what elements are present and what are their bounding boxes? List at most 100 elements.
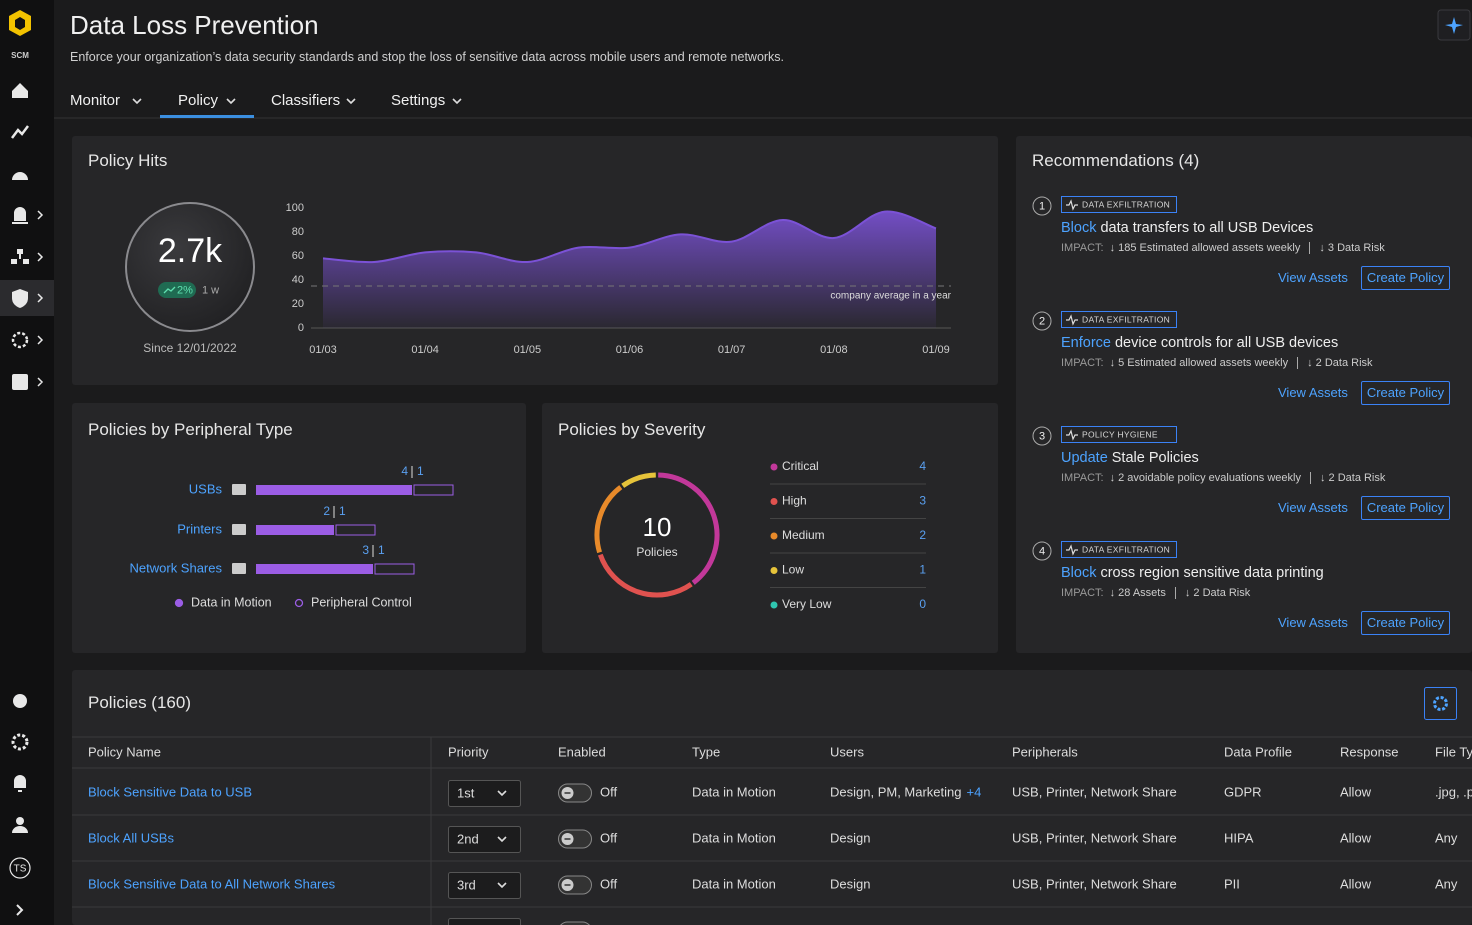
y-tick-label: 40: [292, 274, 304, 286]
page-subtitle: Enforce your organization’s data securit…: [70, 50, 785, 64]
bar: [256, 564, 373, 574]
y-tick-label: 60: [292, 250, 304, 262]
enabled-state: Off: [600, 830, 617, 845]
policy-name[interactable]: Block Sensitive Data to All Network Shar…: [88, 876, 336, 891]
category-label[interactable]: Printers: [177, 521, 222, 536]
page-title: Data Loss Prevention: [70, 10, 319, 40]
enabled-toggle[interactable]: [559, 921, 592, 925]
recommendation-action[interactable]: Enforce: [1061, 335, 1111, 351]
table-settings-button[interactable]: [1424, 687, 1457, 720]
value-label: 2: [323, 504, 330, 518]
cell-response: Allow: [1340, 830, 1372, 845]
create-policy-button[interactable]: Create Policy: [1361, 266, 1450, 290]
card-title: Policies by Peripheral Type: [88, 420, 293, 439]
value-label: 1: [417, 464, 424, 478]
impact-label: IMPACT:: [1061, 472, 1104, 484]
recommendation-action[interactable]: Update: [1061, 450, 1108, 466]
area-line: [322, 210, 937, 264]
legend-label: Low: [782, 563, 804, 577]
policy-name[interactable]: Block All USBs: [88, 830, 174, 845]
impact-label: IMPACT:: [1061, 357, 1104, 369]
home-icon[interactable]: [12, 83, 28, 98]
column-header: Type: [692, 744, 720, 759]
x-tick-label: 01/03: [309, 344, 337, 356]
priority-select[interactable]: [448, 780, 521, 807]
network-icon[interactable]: [17, 249, 23, 254]
impact-value: ↓ 185 Estimated allowed assets weekly: [1109, 242, 1301, 254]
activity-icon[interactable]: [11, 125, 29, 139]
nav-tab[interactable]: Monitor: [70, 92, 121, 109]
cell-type: Data in Motion: [692, 876, 776, 891]
settings-dots-icon[interactable]: [11, 331, 29, 349]
legend-label: Data in Motion: [191, 595, 272, 609]
category-label[interactable]: USBs: [189, 481, 223, 496]
peripheral-icon: [232, 563, 246, 574]
cell-users: Design: [830, 876, 870, 891]
chevron: [452, 98, 462, 105]
recommendation-action[interactable]: Block: [1061, 220, 1097, 236]
legend-value: 3: [919, 494, 926, 508]
alerts-icon[interactable]: [12, 207, 28, 224]
card-title: Policies by Severity: [558, 420, 706, 439]
legend-label: Peripheral Control: [311, 595, 412, 609]
create-policy-button[interactable]: Create Policy: [1361, 611, 1450, 635]
tag-icon: [1066, 544, 1078, 556]
cell-response: Allow: [1340, 784, 1372, 799]
view-assets-link[interactable]: View Assets: [1278, 385, 1348, 400]
peripheral-icon: [232, 524, 246, 535]
priority-value: 3rd: [457, 877, 476, 892]
donut-segment: [658, 472, 720, 585]
nav-tab[interactable]: Classifiers: [271, 92, 341, 109]
nav-tab[interactable]: Settings: [391, 92, 446, 109]
priority-select[interactable]: [448, 872, 521, 899]
policies-card: [72, 670, 1472, 925]
dashboard-icon[interactable]: [12, 172, 28, 180]
cell-file-types: Any: [1435, 876, 1458, 891]
area-fill: [323, 211, 936, 328]
chevron: [497, 790, 507, 797]
recommendation-action[interactable]: Block: [1061, 565, 1097, 581]
reports-icon[interactable]: [12, 374, 28, 390]
create-policy-button[interactable]: Create Policy: [1361, 381, 1450, 405]
legend-label: Medium: [782, 528, 825, 542]
donut-segment: [594, 485, 623, 554]
create-policy-button[interactable]: Create Policy: [1361, 496, 1450, 520]
legend-value: 2: [919, 528, 926, 542]
bug-icon[interactable]: [13, 694, 27, 708]
view-assets-link[interactable]: View Assets: [1278, 270, 1348, 285]
expand-icon[interactable]: [16, 904, 24, 916]
bell-icon[interactable]: [14, 775, 26, 792]
column-header: Response: [1340, 744, 1399, 759]
column-header: File Ty: [1435, 744, 1472, 759]
logo-text: SCM: [11, 51, 29, 60]
total-hits: 2.7k: [158, 232, 223, 270]
priority-select[interactable]: [448, 826, 521, 853]
avatar[interactable]: [9, 857, 31, 879]
cell-file-types: Any: [1435, 830, 1458, 845]
tag-box: [1061, 311, 1177, 328]
step-number: 2: [1039, 315, 1045, 327]
trend-icon: [163, 286, 176, 294]
view-assets-link[interactable]: View Assets: [1278, 615, 1348, 630]
y-tick-label: 80: [292, 226, 304, 238]
sidebar: [0, 0, 54, 925]
user-icon[interactable]: [16, 817, 24, 825]
nav-tab[interactable]: Policy: [178, 92, 219, 109]
gear-icon[interactable]: [11, 733, 29, 751]
policy-name[interactable]: Block Sensitive Data to USB: [88, 784, 252, 799]
chevron: [346, 98, 356, 105]
users-more[interactable]: +4: [967, 784, 982, 799]
cell-file-types: .jpg, .p: [1435, 784, 1472, 799]
tag-box: [1061, 541, 1177, 558]
value-label: 4: [401, 464, 408, 478]
gauge: [125, 202, 255, 332]
bar: [256, 485, 412, 495]
step-number: 3: [1039, 430, 1045, 442]
category-label[interactable]: Network Shares: [130, 560, 223, 575]
recommendations-card: [1016, 136, 1472, 653]
view-assets-link[interactable]: View Assets: [1278, 500, 1348, 515]
priority-select[interactable]: [448, 918, 521, 925]
cell-data-profile: PII: [1224, 876, 1240, 891]
security-icon[interactable]: [12, 289, 28, 308]
tag-box: [1061, 426, 1177, 443]
